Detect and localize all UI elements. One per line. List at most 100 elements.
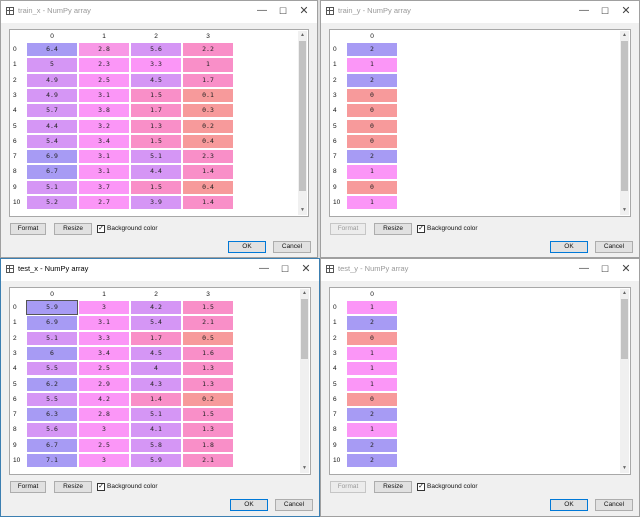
array-cell[interactable]: 3 bbox=[78, 453, 130, 469]
array-cell[interactable]: 4.5 bbox=[130, 345, 182, 362]
array-cell[interactable]: 5.9 bbox=[26, 300, 78, 316]
array-cell[interactable]: 5 bbox=[26, 57, 78, 73]
array-cell[interactable]: 4.9 bbox=[26, 72, 78, 88]
array-cell[interactable]: 1 bbox=[346, 300, 398, 316]
array-cell[interactable]: 3.4 bbox=[78, 133, 130, 150]
maximize-button[interactable]: ☐ bbox=[278, 6, 288, 16]
column-header[interactable]: 1 bbox=[102, 33, 106, 40]
array-cell[interactable]: 5.1 bbox=[130, 407, 182, 423]
format-button[interactable]: Format bbox=[10, 223, 46, 235]
title-bar[interactable]: train_x - NumPy array — ☐ ✕ bbox=[1, 1, 317, 23]
array-cell[interactable]: 0.2 bbox=[182, 391, 234, 408]
maximize-button[interactable]: ☐ bbox=[600, 264, 610, 274]
vertical-scrollbar[interactable]: ▲ ▼ bbox=[620, 31, 629, 215]
resize-button[interactable]: Resize bbox=[374, 481, 412, 493]
array-cell[interactable]: 1 bbox=[346, 422, 398, 438]
array-cell[interactable]: 5.1 bbox=[26, 179, 78, 195]
array-editor-window[interactable]: test_x - NumPy array — ☐ ✕ 0 1 2 3 0 5.9 3 4.2 1.5 1 6… bbox=[0, 258, 320, 517]
array-cell[interactable]: 5.1 bbox=[26, 330, 78, 346]
array-cell[interactable]: 0 bbox=[346, 133, 398, 150]
array-cell[interactable]: 0.2 bbox=[182, 118, 234, 134]
ok-button[interactable]: OK bbox=[228, 241, 266, 253]
array-cell[interactable]: 3.3 bbox=[78, 330, 130, 346]
scroll-thumb[interactable] bbox=[301, 299, 308, 359]
scroll-down-arrow[interactable]: ▼ bbox=[302, 465, 307, 471]
scroll-thumb[interactable] bbox=[621, 41, 628, 191]
array-cell[interactable]: 7.1 bbox=[26, 453, 78, 469]
row-header[interactable]: 10 bbox=[333, 457, 341, 464]
row-header[interactable]: 8 bbox=[13, 426, 17, 434]
array-cell[interactable]: 1.4 bbox=[130, 391, 182, 408]
row-header[interactable]: 5 bbox=[333, 122, 337, 130]
title-bar[interactable]: test_x - NumPy array — ☐ ✕ bbox=[1, 259, 319, 281]
row-header[interactable]: 5 bbox=[333, 380, 337, 388]
array-cell[interactable]: 1.3 bbox=[182, 361, 234, 377]
column-header[interactable]: 3 bbox=[206, 291, 210, 298]
array-cell[interactable]: 1.5 bbox=[130, 87, 182, 104]
array-cell[interactable]: 4.1 bbox=[130, 422, 182, 438]
array-cell[interactable]: 1.4 bbox=[182, 164, 234, 180]
array-cell[interactable]: 4.9 bbox=[26, 87, 78, 104]
array-cell[interactable]: 5.7 bbox=[26, 103, 78, 119]
array-cell[interactable]: 3 bbox=[78, 300, 130, 316]
array-cell[interactable]: 2.5 bbox=[78, 437, 130, 453]
array-cell[interactable]: 1 bbox=[346, 345, 398, 362]
scroll-down-arrow[interactable]: ▼ bbox=[622, 207, 627, 213]
row-header[interactable]: 3 bbox=[13, 91, 17, 99]
array-cell[interactable]: 1 bbox=[346, 361, 398, 377]
array-cell[interactable]: 2 bbox=[346, 72, 398, 88]
array-table[interactable]: 0 0 2 1 1 2 2 3 0 4 0 5 0 6 0 7 2 8 1 9 0 10 1 ▲ ▼ bbox=[329, 29, 631, 217]
column-header[interactable]: 1 bbox=[102, 291, 106, 298]
row-header[interactable]: 1 bbox=[13, 319, 17, 327]
row-header[interactable]: 0 bbox=[333, 46, 337, 53]
array-cell[interactable]: 3.4 bbox=[78, 345, 130, 362]
array-cell[interactable]: 2 bbox=[346, 315, 398, 331]
resize-button[interactable]: Resize bbox=[54, 223, 92, 235]
array-cell[interactable]: 6.9 bbox=[26, 149, 78, 165]
row-header[interactable]: 5 bbox=[13, 122, 17, 130]
array-cell[interactable]: 2 bbox=[346, 42, 398, 58]
array-cell[interactable]: 2.8 bbox=[78, 42, 130, 58]
array-cell[interactable]: 0.1 bbox=[182, 87, 234, 104]
row-header[interactable]: 7 bbox=[333, 411, 337, 419]
array-cell[interactable]: 2.3 bbox=[182, 149, 234, 165]
row-header[interactable]: 8 bbox=[333, 426, 337, 434]
array-cell[interactable]: 1 bbox=[346, 376, 398, 392]
array-editor-window[interactable]: train_x - NumPy array — ☐ ✕ 0 1 2 3 0 6.4 2.8 5.6 2.… bbox=[0, 0, 318, 258]
maximize-button[interactable]: ☐ bbox=[280, 264, 290, 274]
array-cell[interactable]: 5.9 bbox=[130, 453, 182, 469]
vertical-scrollbar[interactable]: ▲ ▼ bbox=[298, 31, 307, 215]
array-cell[interactable]: 5.1 bbox=[130, 149, 182, 165]
array-cell[interactable]: 0 bbox=[346, 103, 398, 119]
format-button[interactable]: Format bbox=[10, 481, 46, 493]
background-color-checkbox[interactable]: ✓ bbox=[97, 483, 105, 491]
background-color-checkbox[interactable]: ✓ bbox=[97, 225, 105, 233]
row-header[interactable]: 8 bbox=[13, 168, 17, 176]
array-cell[interactable]: 2.7 bbox=[78, 195, 130, 211]
array-cell[interactable]: 2.3 bbox=[78, 57, 130, 73]
scroll-down-arrow[interactable]: ▼ bbox=[622, 465, 627, 471]
scroll-down-arrow[interactable]: ▼ bbox=[300, 207, 305, 213]
array-table[interactable]: 0 1 2 3 0 5.9 3 4.2 1.5 1 6.9 3.1 5.4 2.1 2 5.1 3.3 1.7 0.… bbox=[9, 287, 311, 475]
close-button[interactable]: ✕ bbox=[299, 5, 309, 17]
background-color-checkbox[interactable]: ✓ bbox=[417, 483, 425, 491]
array-cell[interactable]: 6.7 bbox=[26, 164, 78, 180]
array-cell[interactable]: 2 bbox=[346, 437, 398, 453]
ok-button[interactable]: OK bbox=[230, 499, 268, 511]
row-header[interactable]: 3 bbox=[13, 349, 17, 357]
row-header[interactable]: 6 bbox=[333, 395, 337, 403]
scroll-up-arrow[interactable]: ▲ bbox=[300, 32, 305, 38]
row-header[interactable]: 5 bbox=[13, 380, 17, 388]
array-cell[interactable]: 3.1 bbox=[78, 315, 130, 331]
row-header[interactable]: 2 bbox=[13, 334, 17, 342]
array-cell[interactable]: 1.5 bbox=[182, 300, 234, 316]
scroll-thumb[interactable] bbox=[621, 299, 628, 359]
row-header[interactable]: 2 bbox=[13, 76, 17, 84]
cancel-button[interactable]: Cancel bbox=[275, 499, 313, 511]
array-cell[interactable]: 1 bbox=[346, 164, 398, 180]
background-color-checkbox[interactable]: ✓ bbox=[417, 225, 425, 233]
array-cell[interactable]: 3.1 bbox=[78, 164, 130, 180]
row-header[interactable]: 7 bbox=[13, 411, 17, 419]
array-cell[interactable]: 5.5 bbox=[26, 361, 78, 377]
array-cell[interactable]: 4.2 bbox=[78, 391, 130, 408]
